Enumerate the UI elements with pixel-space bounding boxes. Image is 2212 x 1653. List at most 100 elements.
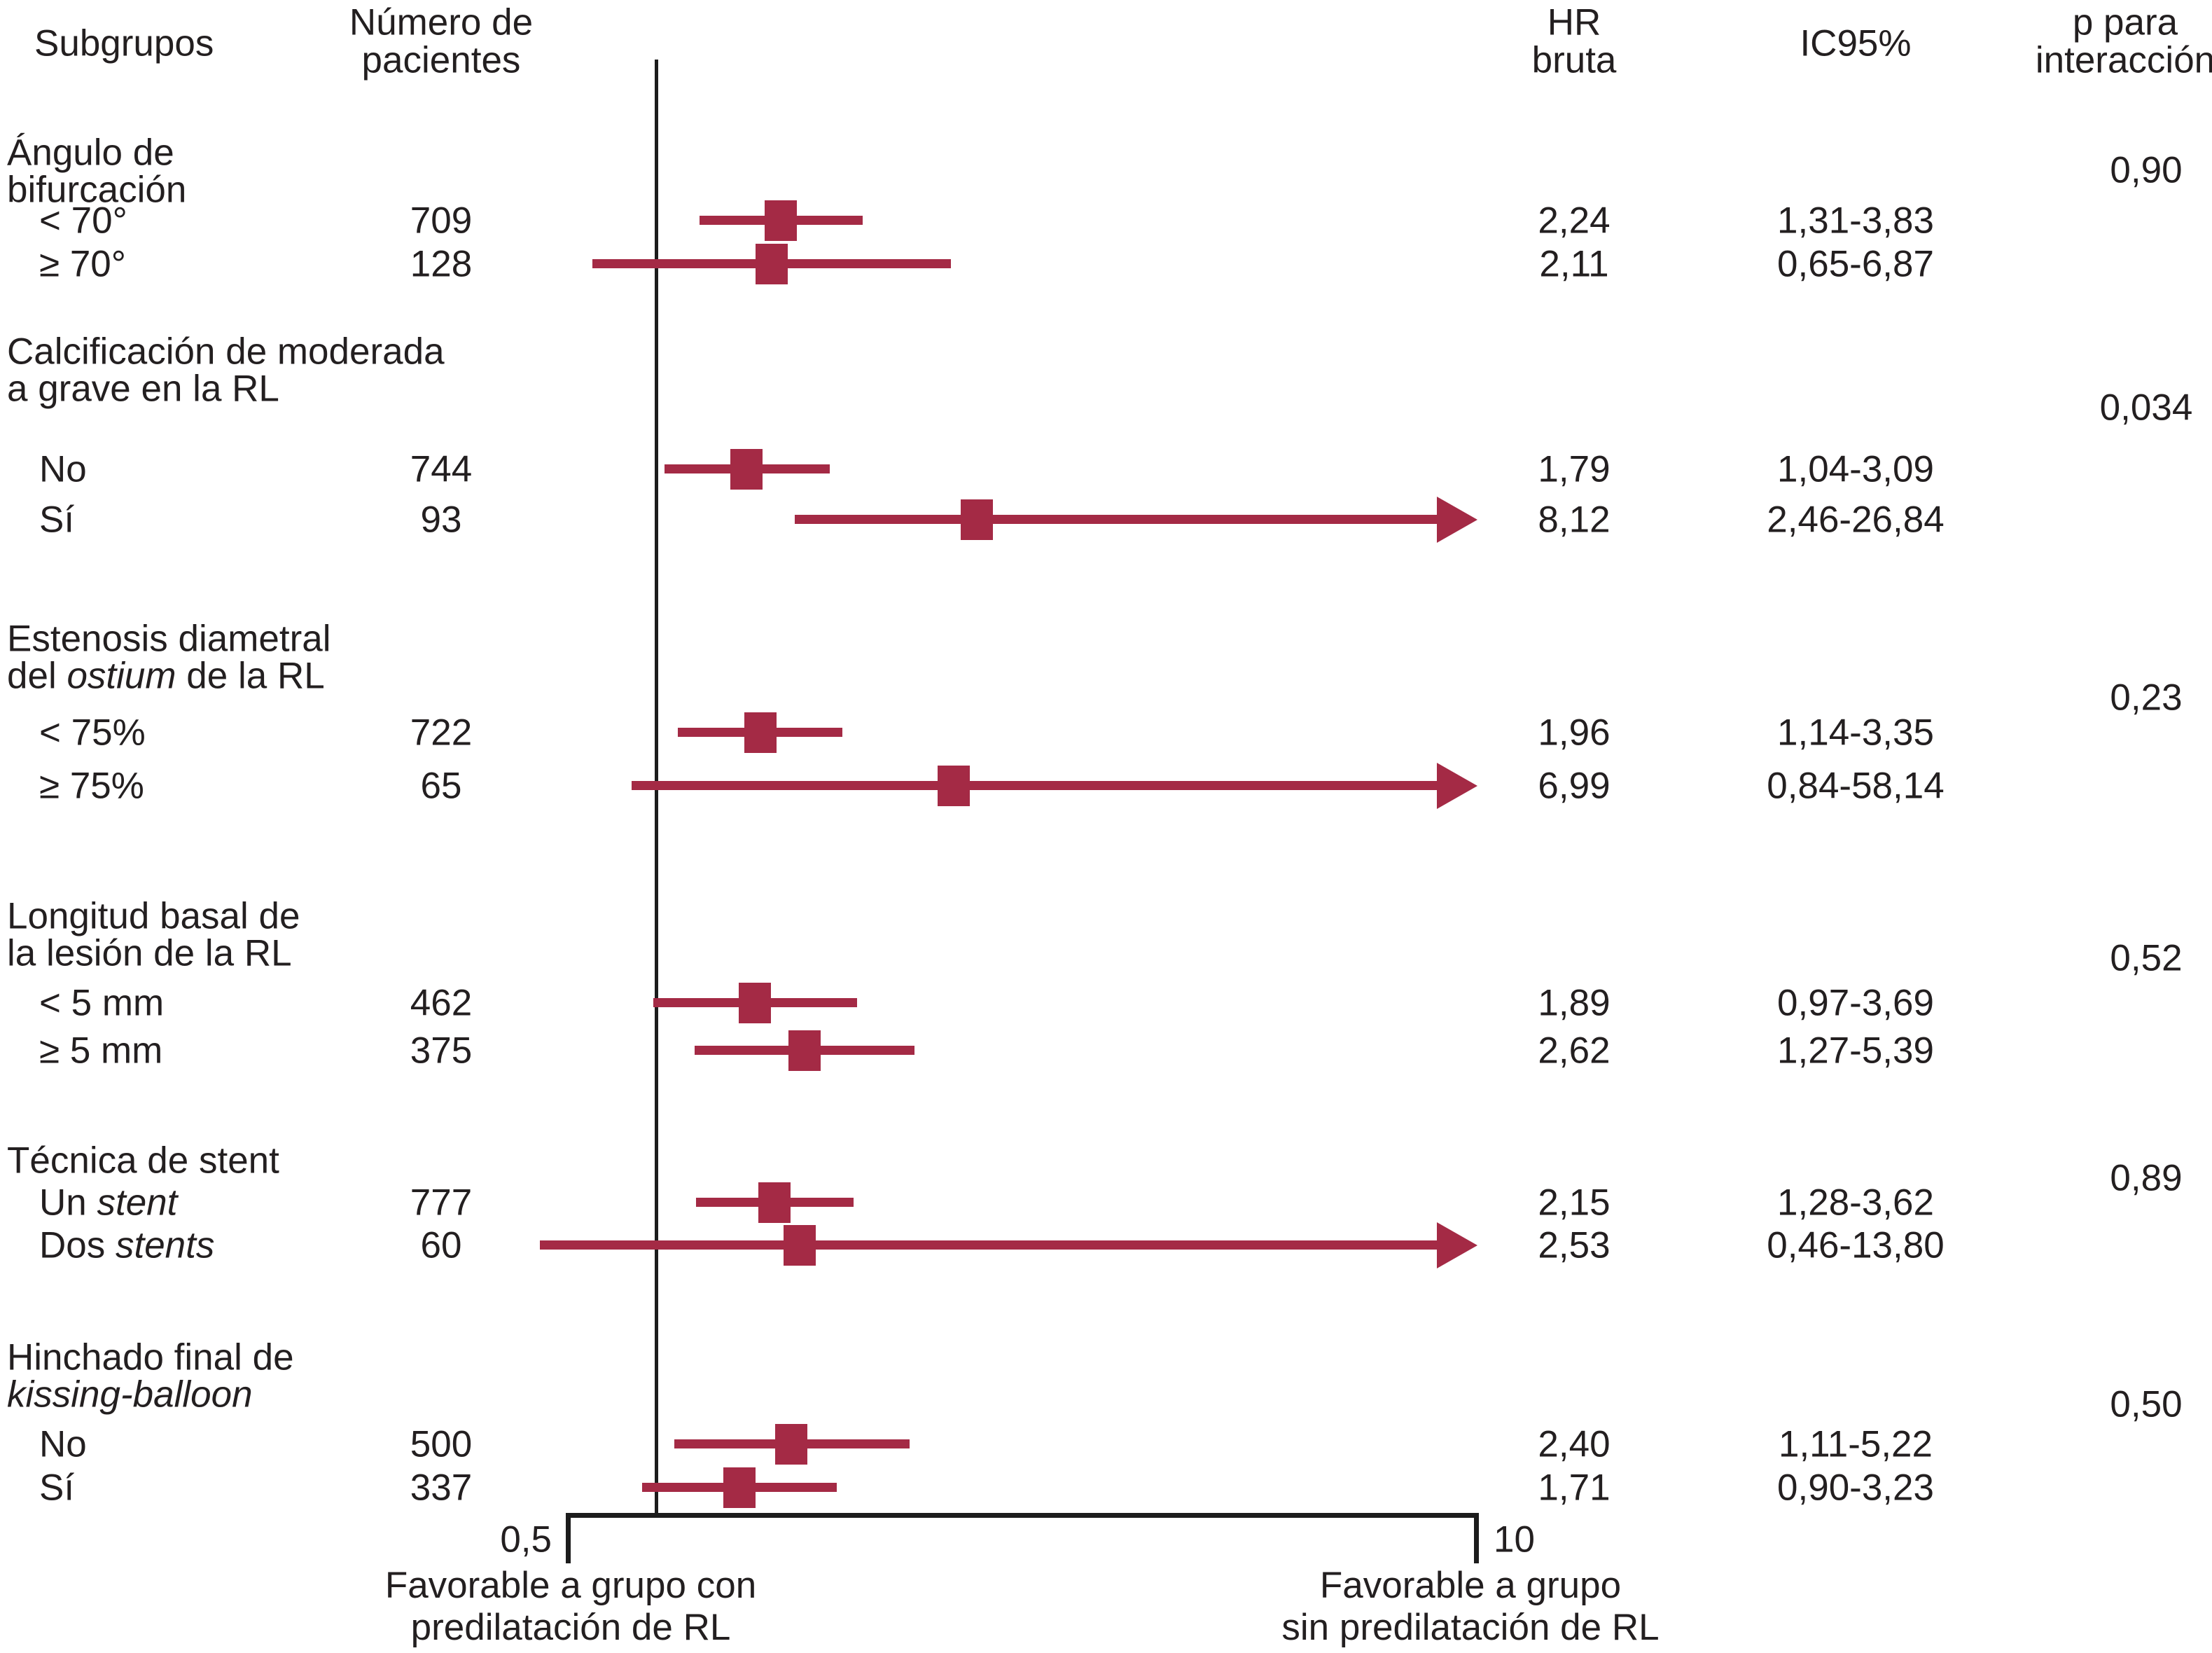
row-label: < 5 mm — [39, 982, 165, 1024]
row-label: ≥ 75% — [39, 765, 144, 807]
row-ci-value: 0,90-3,23 — [1777, 1467, 1934, 1509]
row-n-patients: 128 — [410, 243, 473, 285]
footer-favors-left-line2: predilatación de RL — [410, 1607, 731, 1648]
footer-favors-left-line1: Favorable a grupo con — [384, 1565, 757, 1606]
x-axis-label-max: 10 — [1494, 1519, 1535, 1561]
row-n-patients: 65 — [420, 765, 462, 807]
row-n-patients: 93 — [420, 499, 462, 541]
row-ci-value: 1,11-5,22 — [1778, 1423, 1933, 1465]
hr-point-marker — [739, 983, 772, 1023]
row-hr-value: 1,96 — [1538, 712, 1611, 754]
row-hr-value: 1,71 — [1538, 1467, 1611, 1509]
p-interaction-value: 0,90 — [2110, 149, 2183, 191]
row-label: Un stent — [39, 1182, 178, 1224]
hr-point-marker — [775, 1424, 808, 1465]
row-hr-value: 8,12 — [1538, 499, 1611, 541]
hr-point-marker — [744, 712, 777, 753]
row-label: < 75% — [39, 712, 146, 754]
hr-point-marker — [960, 499, 993, 540]
row-ci-value: 1,14-3,35 — [1777, 712, 1934, 754]
row-label: Sí — [39, 1467, 75, 1509]
x-axis-label-min: 0,5 — [500, 1519, 552, 1561]
hr-point-marker — [765, 200, 798, 241]
p-interaction-value: 0,50 — [2110, 1383, 2183, 1425]
row-label: Dos stents — [39, 1224, 215, 1266]
p-interaction-value: 0,034 — [2099, 387, 2193, 429]
row-ci-value: 1,31-3,83 — [1777, 200, 1934, 242]
row-hr-value: 2,53 — [1538, 1224, 1611, 1266]
footer-favors-right-line2: sin predilatación de RL — [1281, 1607, 1660, 1648]
row-n-patients: 337 — [410, 1467, 473, 1509]
column-header-hr-line2: bruta — [1531, 39, 1617, 81]
ci-whisker-line — [795, 515, 1442, 524]
row-ci-value: 0,46-13,80 — [1767, 1224, 1945, 1266]
x-axis-tick-max — [1474, 1513, 1479, 1563]
subgroup-header-line: a grave en la RL — [7, 368, 279, 410]
row-n-patients: 777 — [410, 1182, 473, 1224]
row-n-patients: 500 — [410, 1423, 473, 1465]
row-label: < 70° — [39, 200, 127, 242]
row-ci-value: 0,65-6,87 — [1777, 243, 1934, 285]
row-label: ≥ 5 mm — [39, 1030, 163, 1072]
subgroup-header-line: Hinchado final de — [7, 1336, 294, 1378]
row-ci-value: 1,04-3,09 — [1777, 448, 1934, 490]
ci-arrowhead — [1437, 763, 1477, 809]
row-ci-value: 0,97-3,69 — [1777, 982, 1934, 1024]
footer-favors-left: Favorable a grupo con predilatación de R… — [361, 1565, 781, 1649]
footer-favors-right: Favorable a grupo sin predilatación de R… — [1260, 1565, 1681, 1649]
row-n-patients: 60 — [420, 1224, 462, 1266]
ci-whisker-line — [540, 1240, 1442, 1250]
row-n-patients: 722 — [410, 712, 473, 754]
subgroup-header-line: la lesión de la RL — [7, 932, 292, 974]
hr-point-marker — [730, 449, 763, 490]
subgroup-header-line: Ángulo de — [7, 132, 174, 174]
row-n-patients: 744 — [410, 448, 473, 490]
column-header-p-line2: interacción — [2035, 39, 2212, 81]
p-interaction-value: 0,23 — [2110, 677, 2183, 719]
row-label: Sí — [39, 499, 75, 541]
row-hr-value: 6,99 — [1538, 765, 1611, 807]
subgroup-header-line: bifurcación — [7, 169, 187, 211]
row-hr-value: 2,62 — [1538, 1030, 1611, 1072]
row-n-patients: 709 — [410, 200, 473, 242]
row-label: No — [39, 1423, 87, 1465]
subgroup-header-line: kissing-balloon — [7, 1374, 253, 1416]
row-ci-value: 1,28-3,62 — [1777, 1182, 1934, 1224]
ci-arrowhead — [1437, 497, 1477, 543]
hr-point-marker — [723, 1467, 756, 1508]
row-ci-value: 2,46-26,84 — [1767, 499, 1945, 541]
footer-favors-right-line1: Favorable a grupo — [1319, 1565, 1622, 1606]
p-interaction-value: 0,52 — [2110, 937, 2183, 979]
hr-point-marker — [756, 244, 788, 284]
column-header-patients-line2: pacientes — [361, 39, 521, 81]
row-n-patients: 375 — [410, 1030, 473, 1072]
row-n-patients: 462 — [410, 982, 473, 1024]
column-header-hr-line1: HR — [1547, 1, 1601, 43]
subgroup-header-line: Estenosis diametral — [7, 618, 331, 660]
hr-point-marker — [783, 1225, 816, 1266]
ci-arrowhead — [1437, 1222, 1477, 1268]
subgroup-header-line: Calcificación de moderada — [7, 331, 445, 373]
subgroup-header-line: del ostium de la RL — [7, 655, 325, 697]
hr-point-marker — [758, 1182, 791, 1223]
x-axis-tick-min — [566, 1513, 571, 1563]
subgroup-header-line: Técnica de stent — [7, 1140, 279, 1182]
p-interaction-value: 0,89 — [2110, 1157, 2183, 1199]
column-header-ci: IC95% — [1800, 22, 1912, 64]
row-label: ≥ 70° — [39, 243, 126, 285]
column-header-subgroups: Subgrupos — [34, 22, 214, 64]
column-header-patients-line1: Número de — [349, 1, 534, 43]
row-hr-value: 2,24 — [1538, 200, 1611, 242]
subgroup-header-line: Longitud basal de — [7, 895, 300, 937]
hr-point-marker — [788, 1030, 821, 1071]
row-hr-value: 1,79 — [1538, 448, 1611, 490]
row-hr-value: 2,40 — [1538, 1423, 1611, 1465]
x-axis-line — [568, 1513, 1477, 1518]
row-hr-value: 1,89 — [1538, 982, 1611, 1024]
row-ci-value: 1,27-5,39 — [1777, 1030, 1934, 1072]
ci-whisker-line — [632, 781, 1442, 790]
column-header-p-line1: p para — [2072, 1, 2178, 43]
row-ci-value: 0,84-58,14 — [1767, 765, 1945, 807]
row-label: No — [39, 448, 87, 490]
